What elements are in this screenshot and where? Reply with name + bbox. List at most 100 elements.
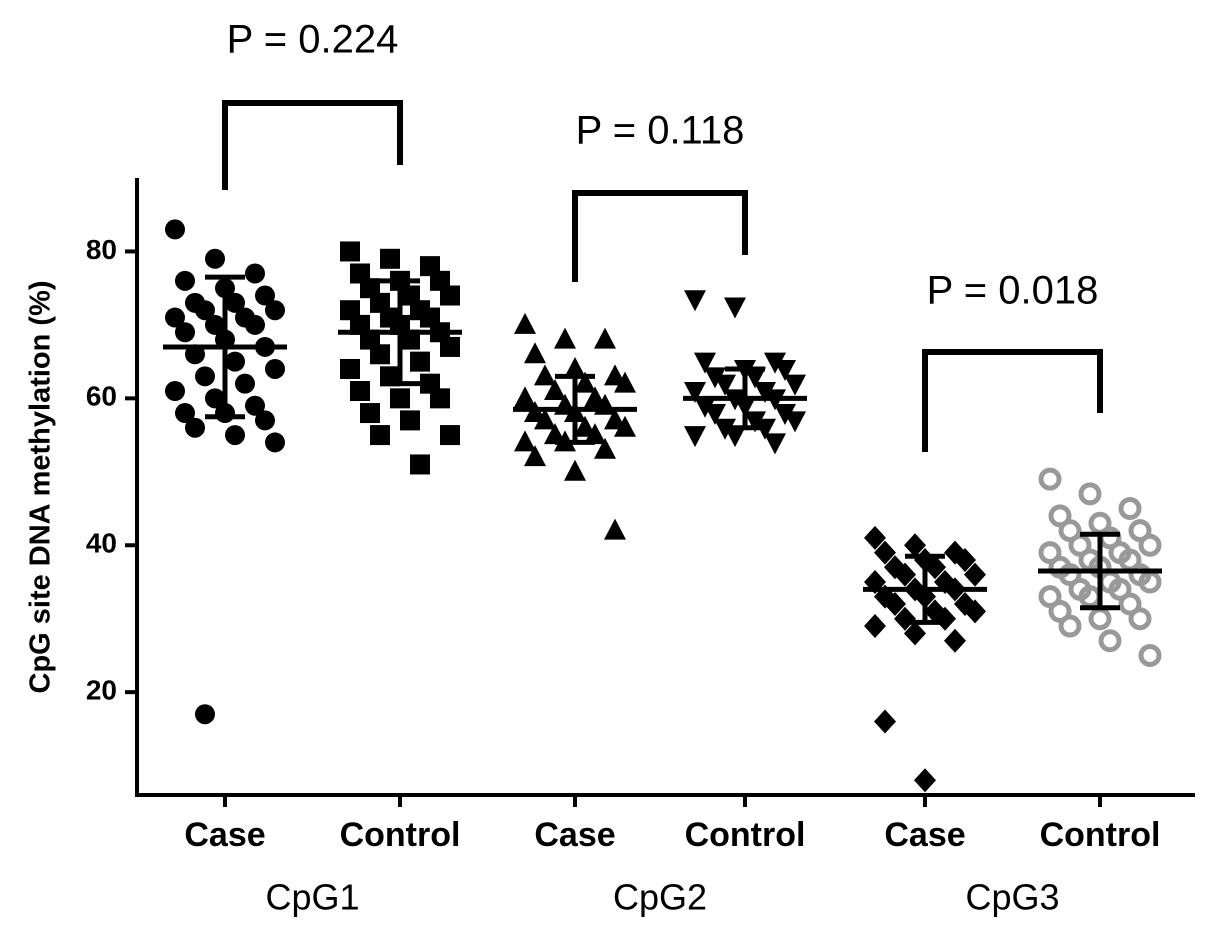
dot <box>195 704 215 725</box>
dot <box>744 367 766 389</box>
dot <box>514 386 536 408</box>
dot <box>864 614 886 639</box>
dot <box>390 388 410 409</box>
dot <box>874 709 896 734</box>
dot <box>165 307 185 328</box>
dot <box>544 423 566 445</box>
dot <box>175 403 195 424</box>
dot <box>205 388 225 409</box>
dot <box>340 358 360 379</box>
dot <box>255 410 275 431</box>
significance-bracket <box>222 100 403 190</box>
dot <box>724 297 746 319</box>
dot <box>245 263 265 284</box>
dot <box>774 404 796 426</box>
dot <box>1048 599 1072 623</box>
dot <box>684 290 706 312</box>
dot <box>754 382 776 404</box>
dot <box>185 417 205 438</box>
dot <box>874 540 896 565</box>
x-tick-label: Case <box>884 816 965 854</box>
dot <box>1088 607 1112 631</box>
dot <box>614 415 636 437</box>
dot <box>704 367 726 389</box>
dot <box>714 374 736 396</box>
dot <box>1108 577 1132 601</box>
y-tick-label: 60 <box>86 381 117 412</box>
dot <box>350 381 370 402</box>
dot <box>265 358 285 379</box>
dot <box>704 404 726 426</box>
dot <box>1038 467 1062 491</box>
dot <box>684 426 706 448</box>
p-value: P = 0.018 <box>927 269 1099 313</box>
dot <box>584 386 606 408</box>
dot <box>175 270 195 291</box>
dot <box>904 621 926 646</box>
dot <box>235 373 255 394</box>
dot <box>534 408 556 430</box>
dot <box>1128 519 1152 543</box>
dot <box>884 592 906 617</box>
dot <box>604 364 626 386</box>
dot <box>265 432 285 453</box>
y-tick-label: 20 <box>86 675 117 706</box>
dot <box>574 371 596 393</box>
dot <box>784 411 806 433</box>
dot <box>360 403 380 424</box>
y-axis-label: CpG site DNA methylation (%) <box>25 280 57 693</box>
dot <box>564 459 586 481</box>
significance-bracket <box>922 349 1103 452</box>
dot <box>265 300 285 321</box>
dot <box>1128 607 1152 631</box>
dot <box>604 518 626 540</box>
dot <box>954 547 976 572</box>
dot <box>175 322 195 343</box>
dot <box>1058 563 1082 587</box>
dot <box>410 351 430 372</box>
dot <box>1118 497 1142 521</box>
x-tick-label: Case <box>184 816 265 854</box>
dot <box>440 425 460 446</box>
dot <box>514 312 536 334</box>
dot <box>744 411 766 433</box>
dot <box>255 285 275 306</box>
dot <box>1048 504 1072 528</box>
dot <box>400 410 420 431</box>
dot <box>1098 629 1122 653</box>
p-value: P = 0.118 <box>576 109 745 153</box>
dot <box>440 285 460 306</box>
dot <box>914 768 936 793</box>
dot <box>724 426 746 448</box>
dot <box>245 395 265 416</box>
x-tick-label: Control <box>1040 816 1161 854</box>
dot <box>594 327 616 349</box>
dot <box>924 555 946 580</box>
dot <box>225 425 245 446</box>
dot <box>205 314 225 335</box>
dot <box>380 248 400 269</box>
dot <box>1038 541 1062 565</box>
dot <box>1138 533 1162 557</box>
dot <box>225 292 245 313</box>
y-tick-label: 40 <box>86 528 117 559</box>
dot <box>430 388 450 409</box>
dot <box>440 336 460 357</box>
group-label: CpG2 <box>613 877 707 918</box>
dot <box>1058 519 1082 543</box>
dot <box>165 381 185 402</box>
dot <box>544 379 566 401</box>
group-label: CpG1 <box>265 877 359 918</box>
dot <box>694 352 716 374</box>
dot <box>694 396 716 418</box>
dot <box>774 359 796 381</box>
dot <box>554 327 576 349</box>
dot <box>195 300 215 321</box>
dot <box>534 364 556 386</box>
dot <box>904 533 926 558</box>
dot <box>245 314 265 335</box>
dot <box>514 430 536 452</box>
dot <box>764 352 786 374</box>
dot <box>764 433 786 455</box>
